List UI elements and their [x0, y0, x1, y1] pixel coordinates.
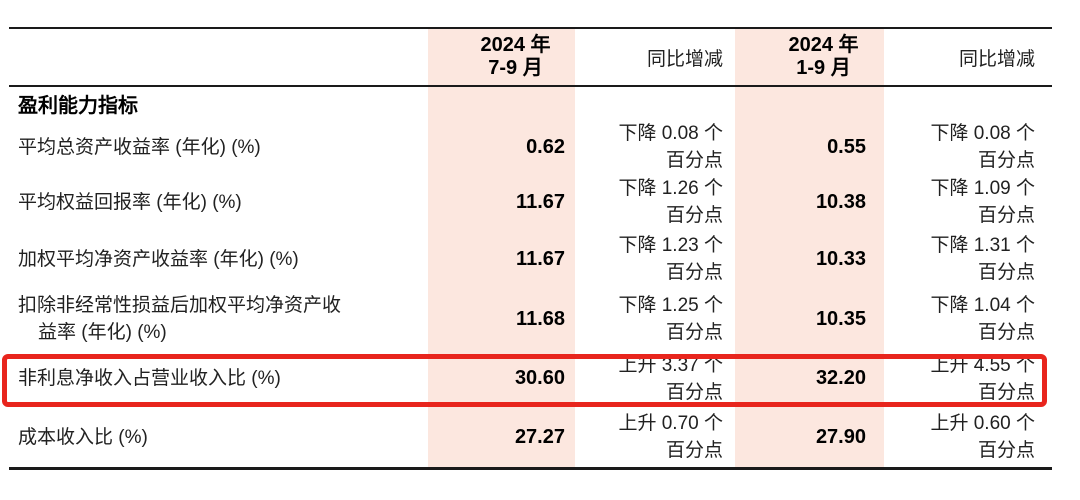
highlight-column-ytd — [735, 29, 884, 467]
q3-value: 0.62 — [526, 135, 565, 158]
yoy-change-line2: 百分点 — [665, 150, 723, 171]
q3-value: 11.68 — [516, 307, 565, 330]
ytd-yoy-change: 下降 1.09 个 百分点 — [884, 174, 1052, 230]
metric-label: 平均总资产收益率 (年化) (%) — [9, 120, 428, 174]
metric-label: 加权平均净资产收益率 (年化) (%) — [9, 230, 428, 288]
q3-value: 30.60 — [514, 367, 565, 389]
q3-yoy-change: 下降 1.23 个 百分点 — [575, 230, 735, 288]
table-row: 加权平均净资产收益率 (年化) (%) 11.67 下降 1.23 个 百分点 … — [9, 230, 1052, 288]
ytd-value: 10.38 — [815, 190, 866, 213]
yoy-change-line2: 百分点 — [665, 205, 723, 226]
ytd-value: 0.55 — [827, 135, 866, 158]
yoy-change-line1: 下降 1.31 个 — [930, 235, 1035, 256]
yoy-change-line2: 百分点 — [665, 322, 723, 343]
empty-cell — [575, 87, 735, 120]
col-header-2024-ytd: 2024 年 1-9 月 — [749, 29, 898, 85]
ytd-yoy-change: 下降 1.31 个 百分点 — [884, 230, 1052, 288]
q3-value: 27.27 — [514, 425, 565, 448]
metric-label-line: 平均权益回报率 (年化) (%) — [18, 191, 242, 213]
yoy-change-line1: 下降 1.26 个 — [618, 178, 723, 199]
yoy-change-line1: 下降 1.09 个 — [930, 178, 1035, 199]
metric-label-line: 加权平均净资产收益率 (年化) (%) — [18, 248, 299, 270]
ytd-yoy-change: 下降 1.04 个 百分点 — [884, 288, 1052, 350]
col-header-2024-ytd-line1: 2024 年 — [788, 34, 859, 56]
yoy-change-line1: 下降 0.08 个 — [930, 123, 1035, 144]
yoy-change-line1: 下降 1.04 个 — [930, 295, 1035, 316]
metric-label-line: 扣除非经常性损益后加权平均净资产收 — [18, 295, 342, 316]
empty-cell — [428, 87, 575, 120]
yoy-change-line2: 百分点 — [665, 440, 723, 461]
ytd-value: 10.33 — [815, 247, 866, 270]
col-header-2024-q3-line1: 2024 年 — [480, 34, 551, 56]
ytd-value: 27.90 — [815, 425, 866, 448]
table-row: 平均总资产收益率 (年化) (%) 0.62 下降 0.08 个 百分点 0.5… — [9, 120, 1052, 174]
table-row: 成本收入比 (%) 27.27 上升 0.70 个 百分点 27.90 上升 0… — [9, 407, 1052, 467]
yoy-change-line1: 上升 4.55 个 — [930, 354, 1035, 376]
yoy-change-line2: 百分点 — [977, 381, 1035, 403]
yoy-change-line1: 下降 0.08 个 — [618, 123, 723, 144]
col-header-2024-q3-line2: 7-9 月 — [488, 57, 543, 79]
yoy-change-line2: 百分点 — [665, 381, 723, 403]
metric-label: 扣除非经常性损益后加权平均净资产收 益率 (年化) (%) — [9, 288, 428, 350]
empty-cell — [884, 87, 1052, 120]
q3-yoy-change: 上升 0.70 个 百分点 — [575, 407, 735, 467]
metric-label-line: 成本收入比 (%) — [18, 426, 148, 448]
ytd-yoy-change: 下降 0.08 个 百分点 — [884, 120, 1052, 174]
yoy-change-line2: 百分点 — [977, 205, 1035, 226]
col-header-ytd-yoy: 同比增减 — [958, 48, 1035, 70]
highlight-column-q3 — [428, 29, 575, 467]
metric-label: 成本收入比 (%) — [9, 407, 428, 467]
col-header-q3-yoy: 同比增减 — [646, 48, 723, 70]
yoy-change-line2: 百分点 — [977, 262, 1035, 283]
ytd-value: 10.35 — [815, 307, 866, 330]
q3-yoy-change: 下降 0.08 个 百分点 — [575, 120, 735, 174]
q3-yoy-change: 上升 3.37 个 百分点 — [575, 350, 735, 407]
col-header-2024-q3: 2024 年 7-9 月 — [442, 29, 589, 85]
yoy-change-line2: 百分点 — [977, 322, 1035, 343]
section-header-row: 盈利能力指标 — [9, 87, 1052, 120]
metric-label: 非利息净收入占营业收入比 (%) — [9, 350, 428, 407]
yoy-change-line1: 上升 0.70 个 — [618, 413, 723, 434]
table-row-highlighted: 非利息净收入占营业收入比 (%) 30.60 上升 3.37 个 百分点 32.… — [9, 350, 1052, 407]
metric-label-line: 益率 (年化) (%) — [38, 322, 167, 343]
table-row: 扣除非经常性损益后加权平均净资产收 益率 (年化) (%) 11.68 下降 1… — [9, 288, 1052, 350]
q3-value: 11.67 — [516, 190, 565, 213]
yoy-change-line2: 百分点 — [977, 440, 1035, 461]
metric-label-line: 平均总资产收益率 (年化) (%) — [18, 136, 261, 158]
yoy-change-line2: 百分点 — [665, 262, 723, 283]
metric-label-line: 非利息净收入占营业收入比 (%) — [18, 368, 281, 389]
empty-cell — [735, 87, 884, 120]
ytd-yoy-change: 上升 4.55 个 百分点 — [884, 350, 1052, 407]
q3-value: 11.67 — [516, 247, 565, 270]
ytd-yoy-change: 上升 0.60 个 百分点 — [884, 407, 1052, 467]
col-header-2024-ytd-line2: 1-9 月 — [796, 57, 851, 79]
q3-yoy-change: 下降 1.25 个 百分点 — [575, 288, 735, 350]
col-header-metric-blank — [9, 29, 428, 85]
q3-yoy-change: 下降 1.26 个 百分点 — [575, 174, 735, 230]
financial-metrics-table: 2024 年 7-9 月 同比增减 2024 年 1-9 月 同比增减 盈利能力… — [9, 27, 1052, 470]
ytd-value: 32.20 — [815, 367, 866, 389]
yoy-change-line1: 上升 0.60 个 — [930, 413, 1035, 434]
table-row: 平均权益回报率 (年化) (%) 11.67 下降 1.26 个 百分点 10.… — [9, 174, 1052, 230]
yoy-change-line1: 上升 3.37 个 — [618, 354, 723, 376]
yoy-change-line1: 下降 1.25 个 — [618, 295, 723, 316]
metric-label: 平均权益回报率 (年化) (%) — [9, 174, 428, 230]
table-header-row: 2024 年 7-9 月 同比增减 2024 年 1-9 月 同比增减 — [9, 29, 1052, 87]
yoy-change-line1: 下降 1.23 个 — [618, 235, 723, 256]
yoy-change-line2: 百分点 — [977, 150, 1035, 171]
section-title: 盈利能力指标 — [18, 95, 138, 117]
